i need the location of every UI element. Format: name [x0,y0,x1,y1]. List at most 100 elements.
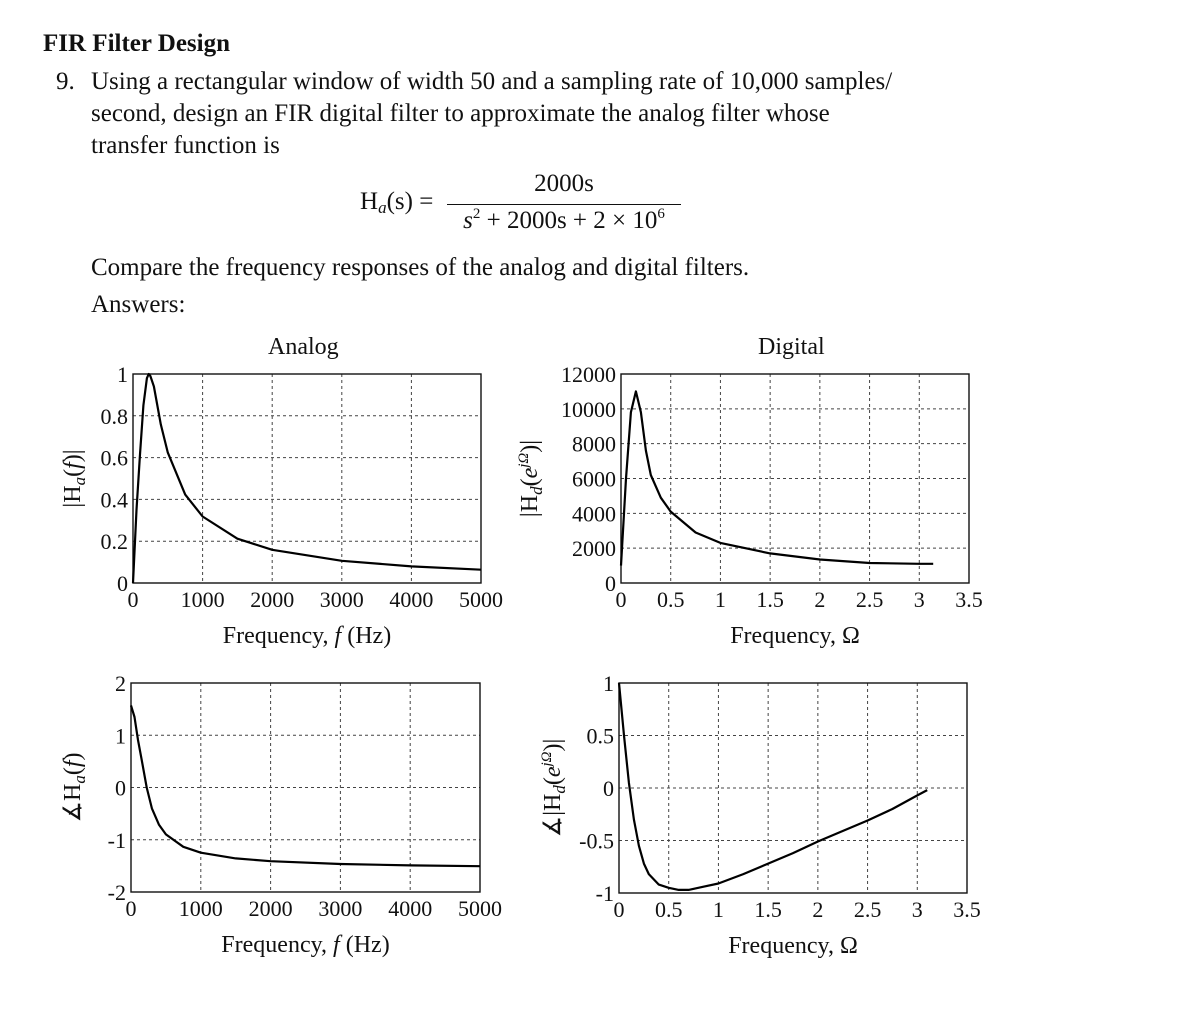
data-curve [617,682,928,891]
equation-numerator: 2000s [534,170,594,197]
y-tick-label: -2 [108,880,126,905]
x-tick-label: 1 [715,587,726,612]
x-axis-label: Frequency, Ω [728,933,858,959]
y-tick-label: 2 [115,671,126,696]
x-tick-label: 3000 [320,587,364,612]
x-tick-label: 2000 [249,896,293,921]
data-curve [129,705,481,868]
equation-fraction-bar [447,204,681,206]
equation-lhs: Ha(s) = [360,188,433,218]
x-tick-label: 0.5 [655,897,683,922]
data-curve [619,390,934,566]
chart-analog-magnitude: 0 1000 2000 3000 4000 5000 0 0.2 0.4 0.6 0.8 1 Frequ… [60,362,503,649]
x-tick-label: 0 [126,896,137,921]
problem-text-line-1: Using a rectangular window of width 50 a… [91,68,893,95]
chart-analog-phase: 0 1000 2000 3000 4000 5000 -2 -1 0 1 2 Frequency, f… [60,671,502,958]
equation-den-exp2: 6 [657,206,665,222]
x-tick-label: 1.5 [754,897,782,922]
x-tick-label: 1000 [181,587,225,612]
problem-number: 9. [56,68,75,95]
y-tick-label: 0 [117,571,128,596]
equation-argument: (s) = [386,188,434,215]
y-axis-label: |Hd(ejΩ)| [516,440,546,517]
y-tick-label: 0.6 [101,446,129,471]
y-tick-label: 0.5 [587,724,615,749]
y-tick-label: 1 [115,723,126,748]
plot-frame [620,373,970,584]
y-tick-label: 4000 [572,501,616,526]
grid-lines [131,683,480,892]
analog-column-title: Analog [268,334,339,360]
chart-digital-magnitude: 0 0.5 1 1.5 2 2.5 3 3.5 0 2000 4000 6000 8000 10000 12… [516,362,983,649]
tick-labels: 0 1000 2000 3000 4000 5000 0 0.2 0.4 0.6 0.8 1 [101,362,504,612]
x-tick-label: 2 [812,897,823,922]
tick-labels: 0 1000 2000 3000 4000 5000 -2 -1 0 1 2 [108,671,502,921]
plot-frame [132,373,482,584]
x-tick-label: 2.5 [854,897,882,922]
y-tick-label: -1 [108,828,126,853]
x-tick-label: 3000 [318,896,362,921]
y-tick-label: 12000 [561,362,616,387]
x-tick-label: 1 [713,897,724,922]
x-axis-label: Frequency, f (Hz) [223,623,391,649]
grid-lines [133,374,481,583]
y-tick-label: 6000 [572,467,616,492]
problem-text-line-2: second, design an FIR digital filter to … [91,100,830,127]
y-tick-label: 10000 [561,397,616,422]
x-axis-label: Frequency, Ω [730,623,860,649]
x-tick-label: 2000 [250,587,294,612]
x-tick-label: 3.5 [955,587,983,612]
y-tick-label: 0.8 [101,404,129,429]
x-tick-label: 5000 [458,896,502,921]
equation-den-s: s [463,207,473,234]
x-tick-label: 0.5 [657,587,685,612]
equation-den-rest: + 2000s + 2 × 10 [480,207,658,234]
y-tick-label: -0.5 [579,829,614,854]
x-tick-label: 2.5 [856,587,884,612]
problem-text-line-3: transfer function is [91,132,280,159]
x-tick-label: 4000 [389,587,433,612]
compare-text: Compare the frequency responses of the a… [91,254,750,281]
tick-labels: 0 0.5 1 1.5 2 2.5 3 3.5 0 2000 4000 6000 8000 10000 12… [561,362,983,612]
x-tick-label: 0 [616,587,627,612]
y-tick-label: 1 [603,671,614,696]
x-tick-label: 3 [912,897,923,922]
y-tick-label: 2000 [572,536,616,561]
x-tick-label: 4000 [388,896,432,921]
y-tick-label: 8000 [572,432,616,457]
x-tick-label: 1.5 [756,587,784,612]
equation-subscript: a [378,198,387,217]
x-tick-label: 3 [914,587,925,612]
equation-H: H [360,188,379,215]
equation-denominator: s2 + 2000s + 2 × 106 [447,206,681,235]
x-tick-label: 3.5 [953,897,981,922]
y-tick-label: 0 [605,571,616,596]
plot-frame [618,682,968,894]
x-tick-label: 5000 [459,587,503,612]
y-tick-label: 1 [117,362,128,387]
grid-lines [619,683,967,893]
y-axis-label: |Ha(f)| [60,449,89,507]
y-tick-label: 0 [115,776,126,801]
y-tick-label: 0.2 [101,529,129,554]
x-axis-label: Frequency, f (Hz) [221,932,389,958]
x-tick-label: 0 [128,587,139,612]
y-tick-label: 0 [603,776,614,801]
digital-column-title: Digital [758,334,825,360]
y-tick-label: 0.4 [101,487,129,512]
y-tick-label: -1 [596,881,614,906]
plot-frame [130,682,481,893]
equation-den-exp: 2 [472,206,481,222]
x-tick-label: 2 [814,587,825,612]
y-axis-label: ∡Ha(f) [60,752,89,822]
grid-lines [621,374,969,583]
answers-label: Answers: [91,291,186,318]
section-title: FIR Filter Design [43,30,231,57]
x-tick-label: 1000 [179,896,223,921]
tick-labels: 0 0.5 1 1.5 2 2.5 3 3.5 -1 -0.5 0 0.5 1 [579,671,981,922]
data-curve [131,372,482,584]
y-axis-label: ∡|Hd(ejΩ)| [539,739,569,838]
x-tick-label: 0 [614,897,625,922]
